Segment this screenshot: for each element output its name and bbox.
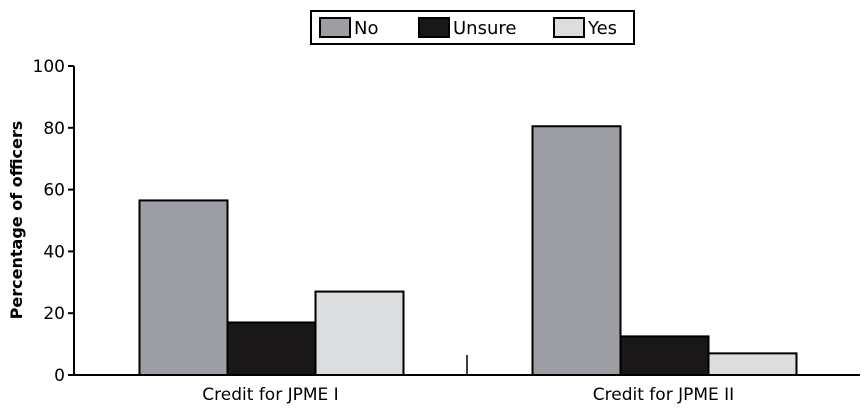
x-tick-label-credit-for-jpme-ii: Credit for JPME II (593, 385, 734, 405)
bar-yes-credit-for-jpme-ii (707, 352, 798, 376)
bars (138, 125, 798, 377)
bar-no-credit-for-jpme-i (138, 199, 229, 376)
y-tick-label: 40 (43, 242, 65, 262)
y-tick-label: 20 (43, 304, 65, 324)
legend-swatch-yes (553, 17, 585, 38)
y-axis-label: Percentage of officers (7, 121, 26, 320)
legend-label-unsure: Unsure (453, 18, 516, 39)
bar-yes-credit-for-jpme-i (314, 290, 405, 377)
legend-label-no: No (354, 18, 378, 39)
bar-unsure-credit-for-jpme-i (226, 321, 317, 376)
legend-swatch-unsure (418, 17, 450, 38)
legend-swatch-no (319, 17, 351, 38)
y-tick-label: 100 (33, 57, 65, 77)
y-tick-label: 60 (43, 181, 65, 201)
y-tick-label: 80 (43, 119, 65, 139)
x-axis: Credit for JPME I Credit for JPME II (74, 355, 860, 405)
y-axis: 0 20 40 60 80 100 (33, 57, 75, 386)
x-tick-label-credit-for-jpme-i: Credit for JPME I (202, 385, 338, 405)
bar-no-credit-for-jpme-ii (531, 125, 622, 376)
y-tick-label: 0 (54, 366, 65, 386)
legend: No Unsure Yes (310, 10, 635, 45)
legend-label-yes: Yes (587, 18, 617, 39)
bar-unsure-credit-for-jpme-ii (619, 335, 710, 376)
